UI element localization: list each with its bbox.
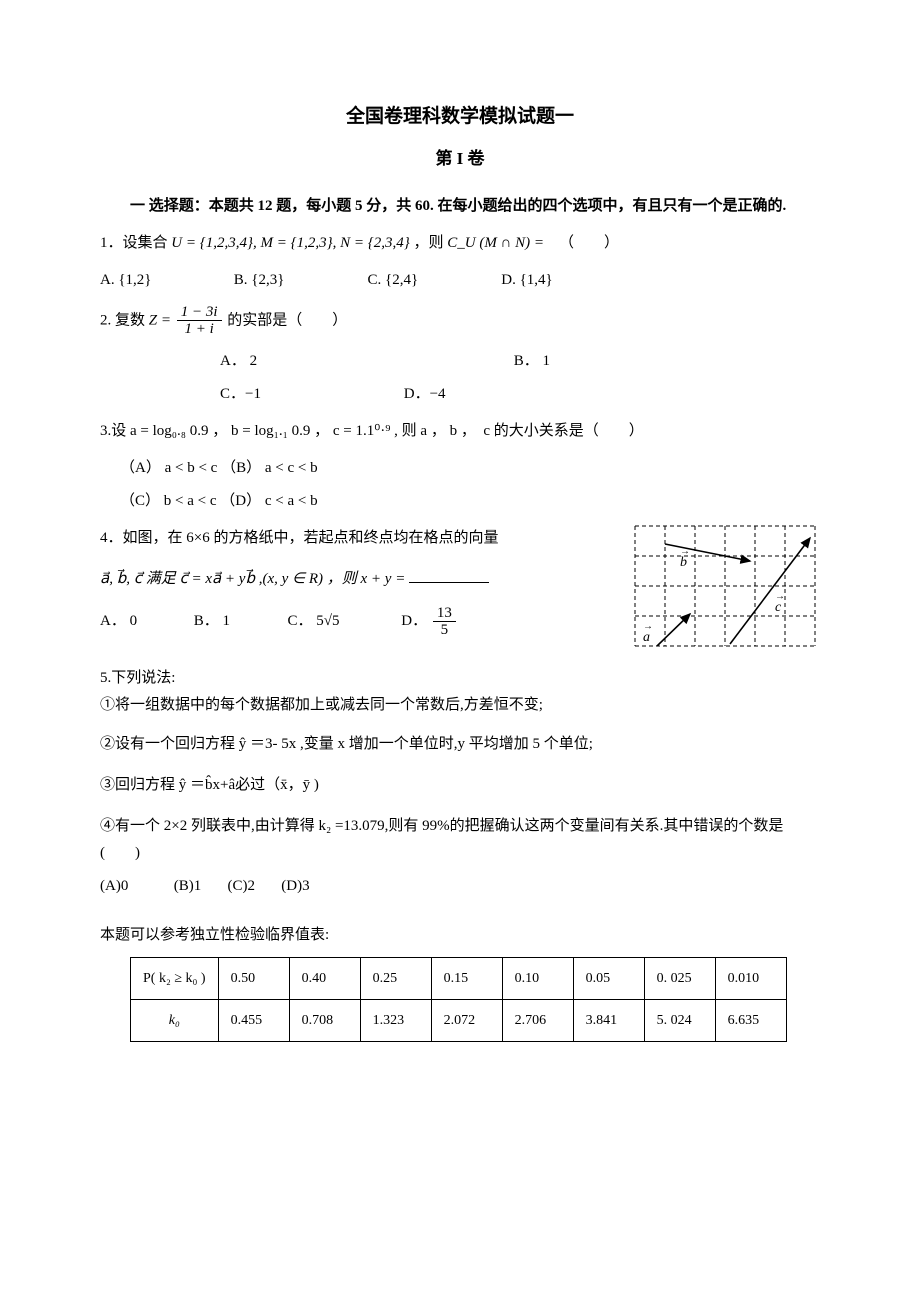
q1-stem-mid: ，则 [413,235,443,251]
svg-text:b: b [680,555,687,570]
q1-opt-a: A. {1,2} [100,267,230,294]
q2-frac-num: 1 − 3i [177,304,222,322]
q1-opt-d: D. {1,4} [501,267,631,294]
q1-opt-b: B. {2,3} [234,267,364,294]
q3-options-row2: （C） b < a < c （D） c < a < b [120,488,820,515]
q2-z: Z = [149,312,175,328]
question-1: 1．设集合 U = {1,2,3,4}, M = {1,2,3}, N = {2… [100,230,820,257]
q5-options: (A)0 (B)1 (C)2 (D)3 [100,873,820,900]
table-header-k: k₀ [131,999,219,1041]
question-3: 3.设 a = log₀.₈ 0.9 ， b = log₁.₁ 0.9 ， c … [100,418,820,445]
grid-svg: a→b→c→ [630,521,830,661]
svg-text:a: a [643,630,650,645]
q5-statement-1: ①将一组数据中的每个数据都加上或减去同一个常数后,方差恒不变; [100,692,820,719]
svg-text:→: → [775,591,785,602]
q4-grid-figure: a→b→c→ [630,521,830,671]
q4-blank [409,567,489,583]
table-cell: 0.40 [289,957,360,999]
q3-opt-d: （D） c < a < b [220,488,317,515]
q3-opt-c: （C） b < a < c [120,488,217,515]
q3-opt-b: （B） a < c < b [221,455,318,482]
q5-statement-4: ④有一个 2×2 列联表中,由计算得 k₂ =13.079,则有 99%的把握确… [100,813,820,867]
q1-expr: C_U (M ∩ N) = [447,235,544,251]
q3-opt-a: （A） a < b < c [120,455,217,482]
q5-opt-c: (C)2 [228,873,278,900]
q2-opt-b: B． 1 [514,348,550,375]
question-4: 4．如图，在 6×6 的方格纸中，若起点和终点均在格点的向量 a⃗, b⃗, c… [100,525,820,639]
svg-text:→: → [680,546,690,557]
table-cell: 0.010 [715,957,786,999]
critical-value-table: P( k₂ ≥ k₀ ) 0.50 0.40 0.25 0.15 0.10 0.… [130,957,787,1042]
q4-opt-b: B． 1 [194,608,284,635]
table-cell: 0.05 [573,957,644,999]
table-cell: 0.15 [431,957,502,999]
table-cell: 0.25 [360,957,431,999]
page-subtitle: 第 I 卷 [100,144,820,175]
table-cell: 6.635 [715,999,786,1041]
table-cell: 3.841 [573,999,644,1041]
q2-opt-c: C．−1 [220,381,400,408]
svg-text:→: → [643,621,653,632]
svg-text:c: c [775,600,782,615]
q2-options-row2: C．−1 D．−4 [220,381,820,408]
table-cell: 5. 024 [644,999,715,1041]
table-cell: 2.706 [502,999,573,1041]
table-cell: 0. 025 [644,957,715,999]
page-title: 全国卷理科数学模拟试题一 [100,100,820,134]
q5-opt-b: (B)1 [174,873,224,900]
q1-options: A. {1,2} B. {2,3} C. {2,4} D. {1,4} [100,267,820,294]
q1-sets: U = {1,2,3,4}, M = {1,2,3}, N = {2,3,4} [171,235,409,251]
q2-opt-d: D．−4 [404,381,446,408]
q5-table-caption: 本题可以参考独立性检验临界值表: [100,922,820,949]
q1-opt-c: C. {2,4} [368,267,498,294]
q2-options-row1: A． 2 B． 1 [220,348,820,375]
table-cell: 0.455 [218,999,289,1041]
q4-opt-a: A． 0 [100,608,190,635]
q2-stem-post: 的实部是（ ） [227,312,347,328]
q5-statement-3: ③回归方程 ŷ ＝b̂x+â必过（x̄，ȳ ) [100,772,820,799]
q2-fraction: 1 − 3i 1 + i [177,304,222,338]
q4-opt-d: D． 13 5 [401,605,458,639]
table-cell: 2.072 [431,999,502,1041]
q4-opt-c: C． 5√5 [288,608,398,635]
question-2: 2. 复数 Z = 1 − 3i 1 + i 的实部是（ ） [100,304,820,338]
q2-stem-pre: 2. 复数 [100,312,145,328]
q5-opt-a: (A)0 [100,873,170,900]
q1-stem-pre: 1．设集合 [100,235,168,251]
q3-options-row1: （A） a < b < c （B） a < c < b [120,455,820,482]
table-row: k₀ 0.455 0.708 1.323 2.072 2.706 3.841 5… [131,999,787,1041]
q5-opt-d: (D)3 [281,873,309,900]
question-5: 5.下列说法: ①将一组数据中的每个数据都加上或减去同一个常数后,方差恒不变; … [100,665,820,1042]
q2-opt-a: A． 2 [220,348,510,375]
table-cell: 0.10 [502,957,573,999]
q1-paren: （ ） [559,235,619,251]
q2-frac-den: 1 + i [177,321,222,338]
table-header-p: P( k₂ ≥ k₀ ) [131,957,219,999]
table-cell: 0.708 [289,999,360,1041]
table-cell: 1.323 [360,999,431,1041]
table-cell: 0.50 [218,957,289,999]
q5-statement-2: ②设有一个回归方程 ŷ ＝3- 5x ,变量 x 增加一个单位时,y 平均增加 … [100,731,820,758]
section-heading: 一 选择题：本题共 12 题，每小题 5 分，共 60. 在每小题给出的四个选项… [100,193,820,220]
q4-line2: a⃗, b⃗, c⃗ 满足 c⃗ = xa⃗ + yb⃗ ,(x, y ∈ R)… [100,571,409,587]
table-row: P( k₂ ≥ k₀ ) 0.50 0.40 0.25 0.15 0.10 0.… [131,957,787,999]
